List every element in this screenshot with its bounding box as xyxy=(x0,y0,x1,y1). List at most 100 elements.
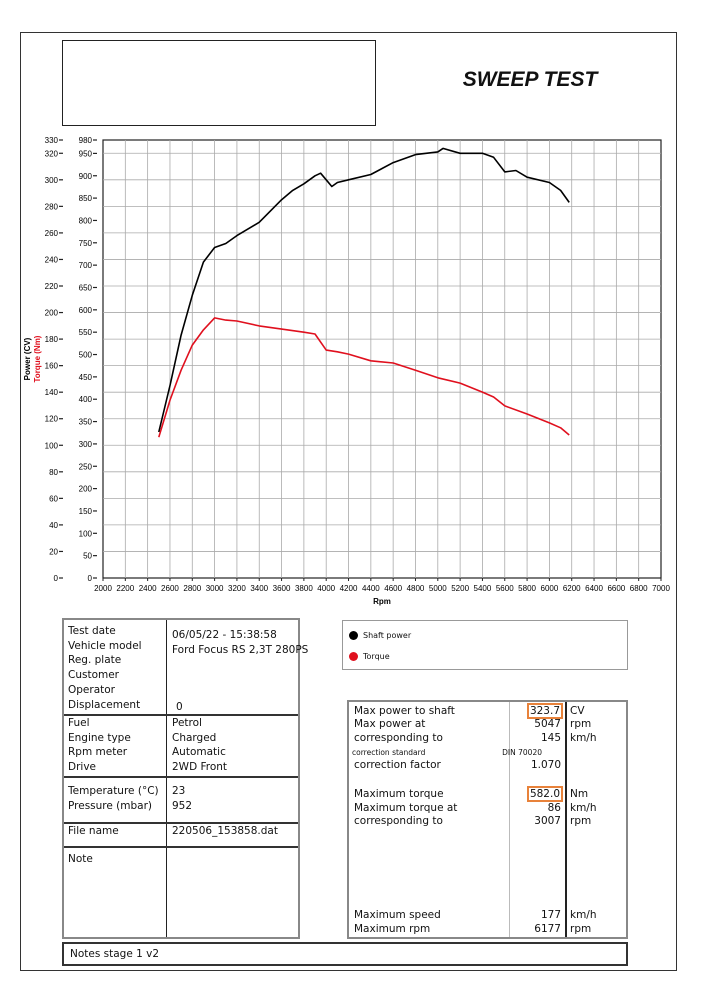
result-unit: Nm xyxy=(570,788,589,800)
info-label: Rpm meter xyxy=(68,746,128,759)
result-label: Maximum torque xyxy=(354,788,444,800)
result-label: correction standard xyxy=(352,748,426,757)
x-tick-label: 2200 xyxy=(116,584,134,593)
power-tick-label: 60 xyxy=(49,494,58,503)
power-tick-label: 240 xyxy=(45,255,59,264)
x-tick-label: 4800 xyxy=(407,584,425,593)
result-row: corresponding to 3007 rpm xyxy=(349,815,626,829)
info-label: Temperature (°C) xyxy=(68,785,159,797)
result-row: correction factor 1.070 xyxy=(349,759,626,773)
legend-swatch-icon xyxy=(349,631,358,640)
result-label: Max power at xyxy=(354,718,426,730)
torque-tick-label: 300 xyxy=(79,440,93,449)
torque-tick-label: 250 xyxy=(79,462,93,471)
info-value: 06/05/22 - 15:38:58 xyxy=(172,629,277,641)
power-tick-label: 180 xyxy=(45,335,59,344)
info-label: Drive xyxy=(68,761,96,774)
torque-axis-label: Torque (Nm) xyxy=(33,335,42,382)
x-tick-label: 2800 xyxy=(183,584,201,593)
column-divider xyxy=(509,702,510,937)
report-title: SWEEP TEST xyxy=(462,68,598,91)
result-label: Maximum rpm xyxy=(354,923,431,935)
power-tick-label: 200 xyxy=(45,309,59,318)
x-tick-label: 3800 xyxy=(295,584,313,593)
torque-tick-label: 50 xyxy=(83,552,92,561)
result-value: DIN 70020 xyxy=(502,748,542,757)
x-tick-label: 6200 xyxy=(563,584,581,593)
result-value: 5047 xyxy=(534,718,561,730)
legend-swatch-icon xyxy=(349,652,358,661)
info-label: Test date xyxy=(68,625,116,637)
power-tick-label: 330 xyxy=(45,136,59,145)
info-label: Note xyxy=(68,853,93,865)
column-divider xyxy=(565,702,567,937)
vehicle-info-table: Test date 06/05/22 - 15:38:58 Vehicle mode… xyxy=(62,618,308,939)
power-tick-label: 300 xyxy=(45,176,59,185)
result-unit: km/h xyxy=(570,732,597,744)
power-tick-label: 0 xyxy=(54,574,59,583)
page-frame xyxy=(20,32,677,971)
x-tick-label: 4400 xyxy=(362,584,380,593)
power-tick-label: 40 xyxy=(49,521,58,530)
result-row: correction standard DIN 70020 xyxy=(349,746,626,760)
result-value: 582.0 xyxy=(526,786,564,802)
sweep-chart: 2000 2200 2400 2600 2800 3000 3200 3400 3600 3800… xyxy=(23,136,670,606)
result-label: Maximum speed xyxy=(354,909,441,921)
result-value: 145 xyxy=(540,732,561,744)
x-tick-label: 5800 xyxy=(518,584,536,593)
torque-tick-label: 100 xyxy=(79,529,93,538)
x-tick-label: 3000 xyxy=(206,584,224,593)
info-label: File name xyxy=(68,825,119,837)
x-tick-label: 5400 xyxy=(474,584,492,593)
x-tick-label: 6400 xyxy=(585,584,603,593)
power-tick-label: 260 xyxy=(45,229,59,238)
info-value: 2WD Front xyxy=(172,761,228,774)
legend-label: Shaft power xyxy=(363,631,412,640)
info-label: Engine type xyxy=(68,731,131,744)
result-value: 323.7 xyxy=(526,703,564,719)
plot-area xyxy=(102,139,662,579)
torque-line xyxy=(158,317,570,438)
result-label: corresponding to xyxy=(354,732,443,744)
result-value: 177 xyxy=(540,909,561,921)
x-tick-label: 6600 xyxy=(607,584,625,593)
x-tick-label: 4000 xyxy=(317,584,335,593)
torque-tick-label: 400 xyxy=(79,395,93,404)
result-row: Maximum rpm 6177 rpm xyxy=(349,923,626,937)
result-value: 3007 xyxy=(534,815,561,827)
info-label: Displacement xyxy=(68,698,141,711)
result-value: 86 xyxy=(547,802,561,814)
power-tick-label: 220 xyxy=(45,282,59,291)
torque-tick-label: 200 xyxy=(79,485,93,494)
x-tick-label: 4200 xyxy=(340,584,358,593)
info-value: Petrol xyxy=(172,717,202,729)
info-value: Ford Focus RS 2,3T 280PS xyxy=(172,643,309,656)
torque-tick-label: 950 xyxy=(79,149,93,158)
torque-tick-label: 450 xyxy=(79,373,93,382)
power-tick-label: 20 xyxy=(49,547,58,556)
x-tick-label: 5000 xyxy=(429,584,447,593)
result-label: Maximum torque at xyxy=(354,802,458,814)
info-value: 23 xyxy=(172,785,186,797)
result-row: Maximum torque at 86 km/h xyxy=(349,802,626,816)
power-tick-label: 120 xyxy=(45,415,59,424)
torque-tick-label: 700 xyxy=(79,261,93,270)
result-row: Maximum speed 177 km/h xyxy=(349,909,626,923)
info-value: Charged xyxy=(172,731,217,744)
torque-tick-label: 600 xyxy=(79,306,93,315)
torque-tick-label: 150 xyxy=(79,507,93,516)
result-unit: km/h xyxy=(570,802,597,814)
results-table: Max power to shaft 323.7 CV Max power at 504… xyxy=(347,700,628,939)
info-label: Pressure (mbar) xyxy=(68,799,153,812)
info-label: Vehicle model xyxy=(68,639,142,652)
result-unit: rpm xyxy=(570,718,592,730)
column-divider xyxy=(166,620,167,937)
result-label: corresponding to xyxy=(354,815,443,827)
chart-legend: Shaft power Torque xyxy=(342,620,628,670)
power-tick-label: 320 xyxy=(45,149,59,158)
torque-tick-label: 0 xyxy=(88,574,93,583)
result-row: Max power at 5047 rpm xyxy=(349,718,626,732)
info-section-note: Note xyxy=(64,848,298,937)
torque-tick-label: 500 xyxy=(79,351,93,360)
